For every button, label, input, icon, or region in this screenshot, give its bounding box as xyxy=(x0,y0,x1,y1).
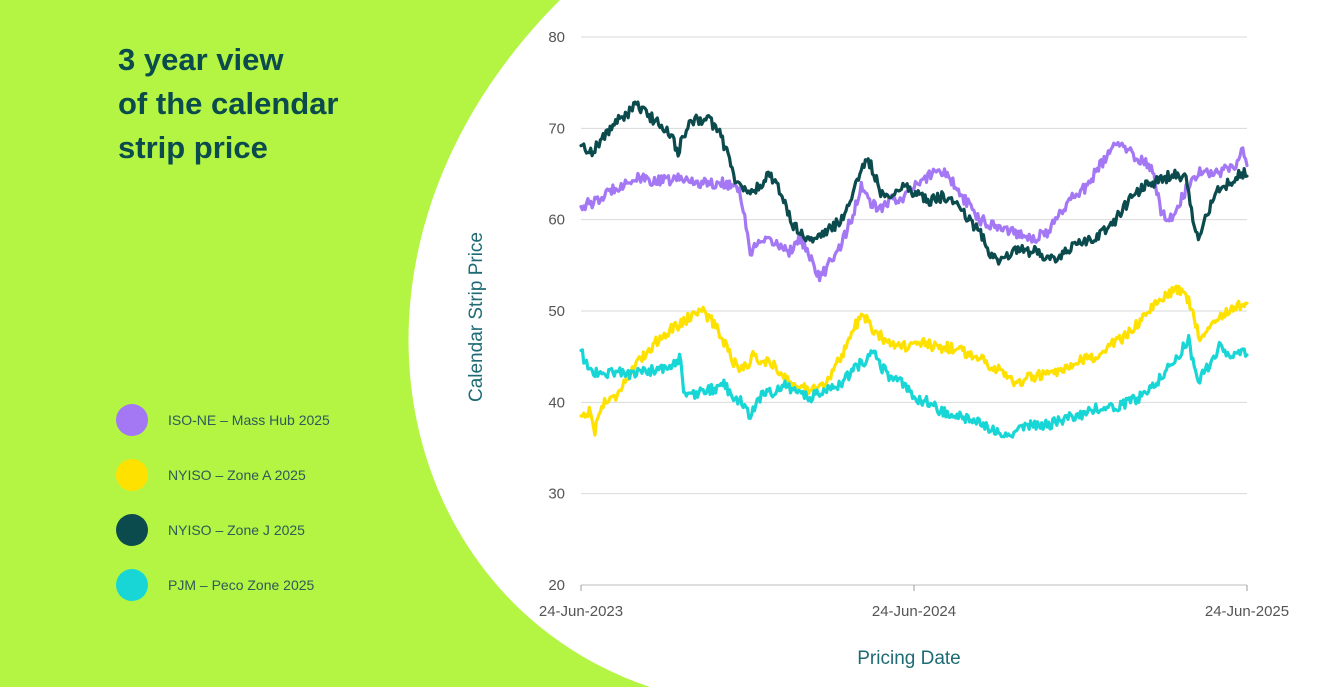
series-lines xyxy=(579,100,1249,439)
legend-item-pjm-peco: PJM – Peco Zone 2025 xyxy=(116,568,330,602)
y-tick-label: 30 xyxy=(548,486,565,503)
legend-label: NYISO – Zone J 2025 xyxy=(168,522,305,538)
title-line: 3 year view xyxy=(118,42,284,77)
series-line xyxy=(579,140,1249,283)
y-tick-label: 70 xyxy=(548,120,565,137)
y-axis-title: Calendar Strip Price xyxy=(466,232,487,402)
x-tick-label: 24-Jun-2023 xyxy=(539,603,623,620)
chart-panel-curve xyxy=(408,0,1341,687)
axes: 20 30 40 50 60 70 80 24-Jun-2023 24-Jun-2024 24-J… xyxy=(539,29,1289,620)
y-tick-label: 20 xyxy=(548,577,565,594)
legend-swatch xyxy=(116,569,148,601)
legend-item-nyiso-zone-a: NYISO – Zone A 2025 xyxy=(116,458,330,492)
gridlines xyxy=(581,36,1247,495)
series-line xyxy=(579,333,1249,439)
y-tick-label: 60 xyxy=(548,212,565,229)
series-line xyxy=(579,100,1249,266)
legend-label: ISO-NE – Mass Hub 2025 xyxy=(168,412,330,428)
legend-swatch xyxy=(116,404,148,436)
legend-label: NYISO – Zone A 2025 xyxy=(168,467,306,483)
legend-swatch xyxy=(116,514,148,546)
y-tick-label: 80 xyxy=(548,29,565,46)
series-line xyxy=(579,284,1249,437)
legend-item-iso-ne: ISO-NE – Mass Hub 2025 xyxy=(116,403,330,437)
y-tick-label: 40 xyxy=(548,394,565,411)
chart-legend: ISO-NE – Mass Hub 2025 NYISO – Zone A 20… xyxy=(116,403,330,623)
legend-label: PJM – Peco Zone 2025 xyxy=(168,577,315,593)
title-line: of the calendar xyxy=(118,86,339,121)
legend-swatch xyxy=(116,459,148,491)
x-axis-title: Pricing Date xyxy=(857,648,961,669)
legend-item-nyiso-zone-j: NYISO – Zone J 2025 xyxy=(116,513,330,547)
x-tick-label: 24-Jun-2024 xyxy=(872,603,956,620)
title-line: strip price xyxy=(118,130,268,165)
x-tick-label: 24-Jun-2025 xyxy=(1205,603,1289,620)
page-title: 3 year view of the calendar strip price xyxy=(118,38,448,170)
y-tick-label: 50 xyxy=(548,303,565,320)
